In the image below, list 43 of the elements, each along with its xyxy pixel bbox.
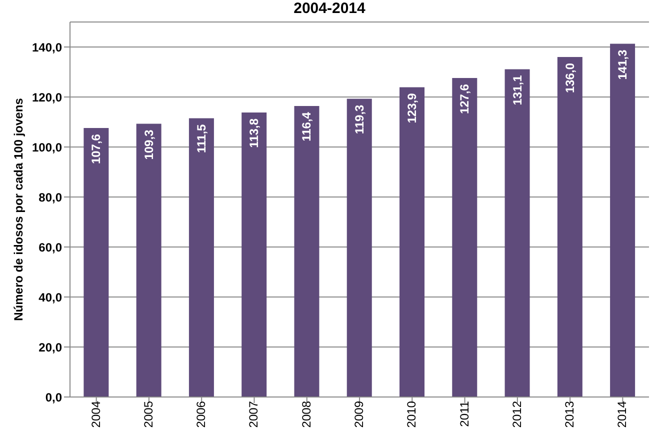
x-tick-label: 2010 bbox=[404, 400, 419, 428]
y-tick-label: 80,0 bbox=[38, 190, 62, 204]
x-tick-label: 2009 bbox=[352, 400, 366, 428]
data-label: 113,8 bbox=[247, 118, 262, 148]
bar bbox=[294, 106, 320, 397]
data-label: 136,0 bbox=[562, 62, 577, 94]
bar bbox=[610, 44, 636, 397]
x-tick-label: 2004 bbox=[88, 400, 103, 428]
data-label: 119,3 bbox=[352, 104, 366, 134]
x-tick-label: 2011 bbox=[457, 400, 472, 427]
bar bbox=[346, 98, 372, 397]
x-tick-label: 2013 bbox=[562, 400, 577, 428]
data-label: 131,1 bbox=[510, 74, 524, 106]
chart-title: 2004-2014 bbox=[292, 0, 366, 18]
y-tick-label: 0,0 bbox=[45, 390, 62, 404]
bar bbox=[400, 87, 425, 397]
bar bbox=[504, 69, 530, 397]
bar bbox=[452, 78, 478, 397]
x-tick-label: 2005 bbox=[141, 400, 156, 428]
y-tick-label: 60,0 bbox=[38, 240, 62, 254]
y-tick-label: 20,0 bbox=[38, 340, 62, 354]
data-label: 107,6 bbox=[89, 134, 104, 164]
bar bbox=[84, 128, 109, 397]
bar bbox=[136, 124, 162, 397]
data-label: 111,5 bbox=[194, 124, 208, 153]
data-label: 116,4 bbox=[300, 112, 314, 142]
bar bbox=[242, 112, 267, 397]
bar bbox=[188, 118, 214, 397]
data-label: 127,6 bbox=[458, 84, 472, 114]
x-tick-label: 2014 bbox=[615, 400, 630, 428]
x-tick-label: 2007 bbox=[246, 400, 261, 428]
data-label: 109,3 bbox=[142, 129, 156, 160]
y-tick-label: 140,0 bbox=[32, 40, 62, 54]
x-tick-label: 2008 bbox=[299, 400, 314, 428]
data-label: 141,3 bbox=[616, 49, 630, 80]
bar bbox=[557, 57, 582, 397]
y-tick-label: 40,0 bbox=[38, 290, 62, 304]
x-tick-label: 2012 bbox=[510, 400, 524, 428]
y-tick-label: 120,0 bbox=[32, 90, 62, 104]
y-tick-label: 100,0 bbox=[32, 140, 62, 154]
y-axis-title: Número de idosos por cada 100 jovens bbox=[11, 98, 26, 321]
data-label: 123,9 bbox=[405, 92, 420, 124]
x-tick-label: 2006 bbox=[194, 400, 208, 428]
